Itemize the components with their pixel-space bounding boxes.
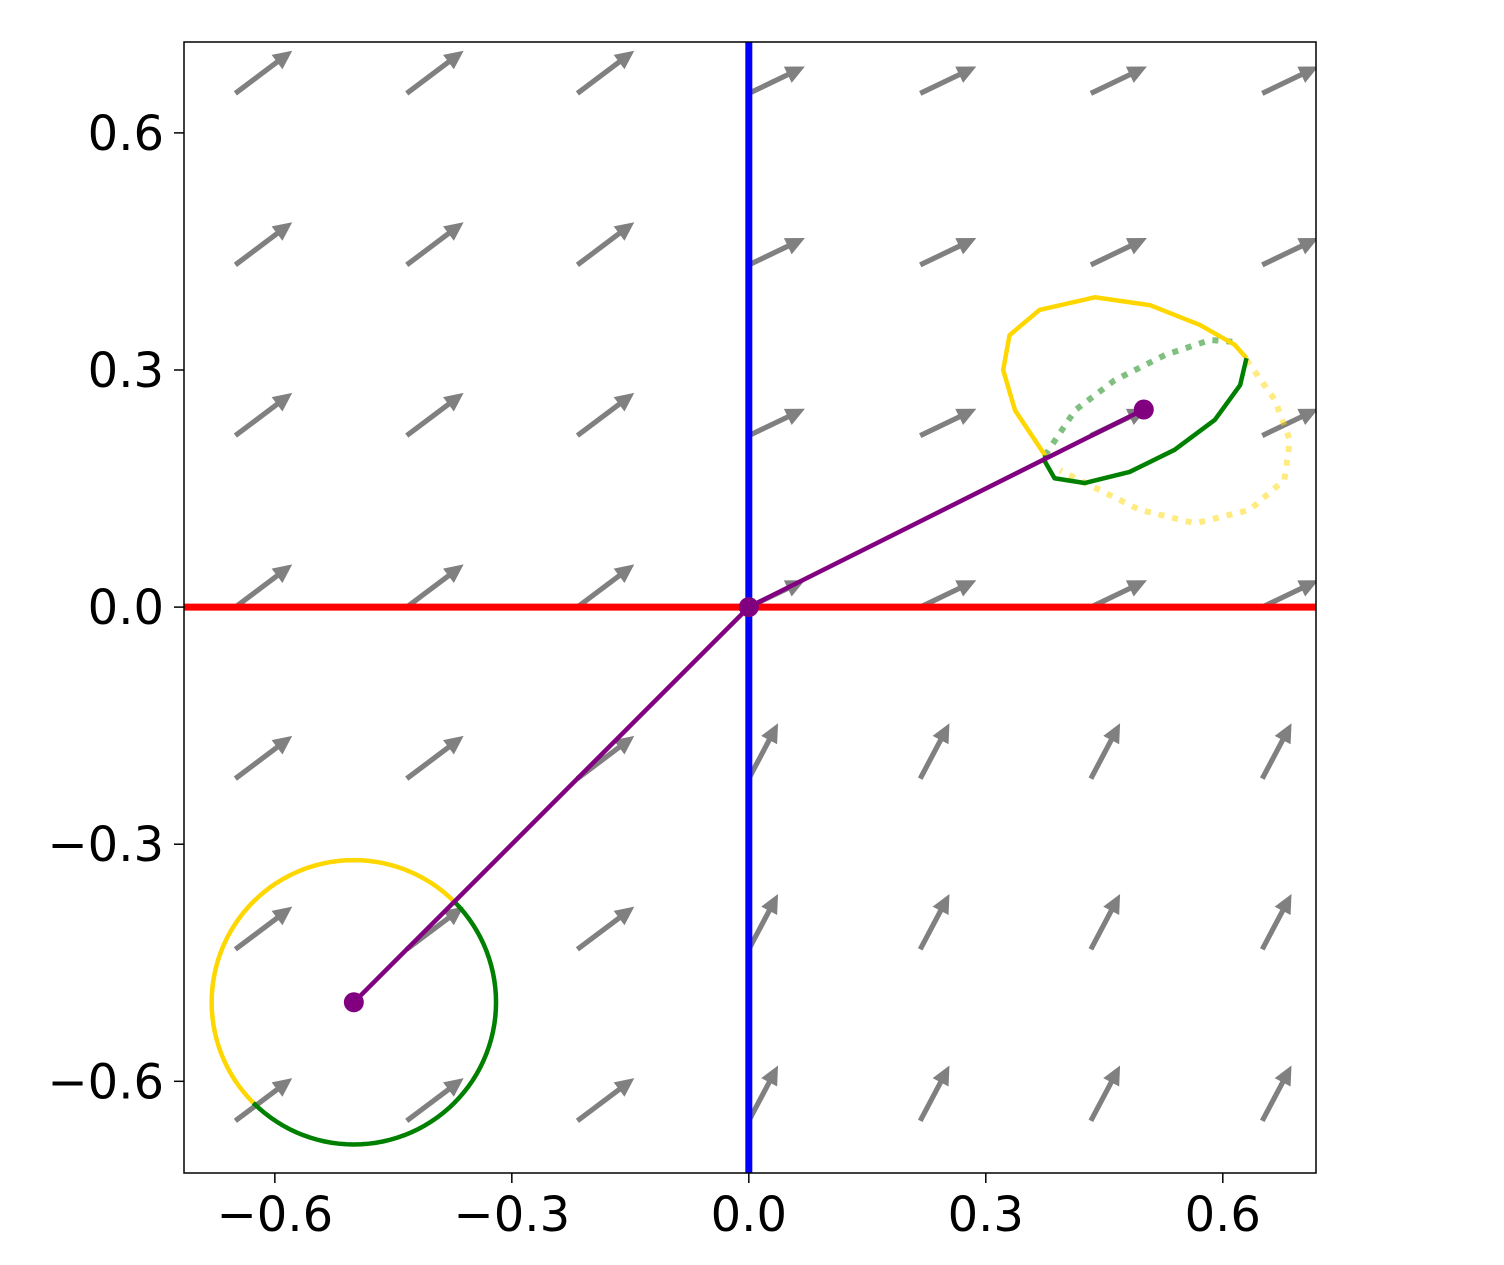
quiver-arrow — [233, 906, 293, 952]
quiver-arrow — [1089, 580, 1147, 610]
quiver-arrow — [575, 564, 635, 610]
quiver-arrow — [233, 50, 293, 96]
x-tick-label: −0.6 — [217, 1187, 334, 1243]
x-tick-label: 0.6 — [1185, 1187, 1261, 1243]
quiver-arrow — [1088, 894, 1121, 951]
ticks: −0.6 −0.3 0.0 0.3 0.6 −0.6 −0.3 0.0 0.3 0.6 — [47, 106, 1261, 1243]
y-tick-label: 0.0 — [88, 580, 164, 636]
path-point — [1133, 399, 1154, 420]
quiver-arrow — [917, 1065, 950, 1123]
quiver-arrow — [746, 1065, 779, 1123]
circle-arc — [251, 900, 499, 1147]
y-tick-label: −0.3 — [47, 817, 164, 873]
quiver-arrow — [746, 723, 779, 780]
x-tick-label: 0.0 — [711, 1187, 787, 1243]
quiver-arrow — [233, 1078, 293, 1123]
quiver-arrow — [233, 222, 293, 267]
quiver-arrow — [919, 238, 977, 268]
y-tick-label: −0.6 — [47, 1054, 164, 1110]
quiver-arrow — [1261, 66, 1316, 96]
quiver-arrow — [917, 894, 950, 951]
quiver-arrow — [917, 723, 950, 780]
quiver-arrow — [575, 906, 635, 952]
quiver-arrow — [405, 564, 464, 610]
quiver-arrow — [747, 238, 805, 268]
x-tick-label: 0.3 — [948, 1187, 1024, 1243]
curve — [1058, 357, 1293, 527]
quiver-arrow — [1089, 66, 1147, 96]
quiver-arrow — [919, 408, 977, 438]
quiver-arrow — [747, 66, 805, 96]
plot-area — [184, 42, 1316, 1173]
quiver-arrow — [405, 50, 464, 96]
curve — [1042, 336, 1241, 458]
quiver-arrow — [1089, 238, 1147, 268]
quiver-arrow — [746, 894, 779, 951]
curve — [1000, 295, 1249, 457]
quiver-arrow — [405, 735, 464, 781]
quiver-arrow — [747, 408, 805, 438]
quiver-arrow — [1259, 723, 1292, 780]
quiver-arrow — [575, 222, 635, 267]
quiver-arrow — [1088, 723, 1121, 780]
path-point — [343, 992, 364, 1013]
quiver-arrow — [1261, 408, 1316, 438]
quiver-arrow — [233, 564, 293, 610]
quiver-arrow — [575, 392, 635, 438]
quiver-arrow — [1261, 580, 1316, 610]
circle-arc — [209, 857, 456, 1105]
quiver-arrow — [1088, 1065, 1121, 1123]
quiver-arrow — [405, 906, 464, 952]
quiver-arrow — [233, 392, 293, 438]
quiver-arrow — [233, 735, 293, 781]
y-tick-label: 0.3 — [88, 343, 164, 399]
quiver-arrow — [919, 580, 977, 610]
quiver-arrow — [575, 50, 635, 96]
quiver-arrow — [405, 1078, 464, 1123]
quiver-arrow — [919, 66, 977, 96]
x-tick-label: −0.3 — [454, 1187, 571, 1243]
y-tick-label: 0.6 — [88, 106, 164, 162]
quiver-arrow — [1261, 238, 1316, 268]
quiver-arrow — [575, 1078, 635, 1123]
quiver-arrow — [1259, 1065, 1292, 1123]
quiver-arrow — [1259, 894, 1292, 951]
quiver-arrow — [405, 392, 464, 438]
curve — [1042, 357, 1249, 486]
quiver-arrow — [405, 222, 464, 267]
path-point — [738, 597, 759, 618]
quiver-arrow — [575, 735, 635, 781]
